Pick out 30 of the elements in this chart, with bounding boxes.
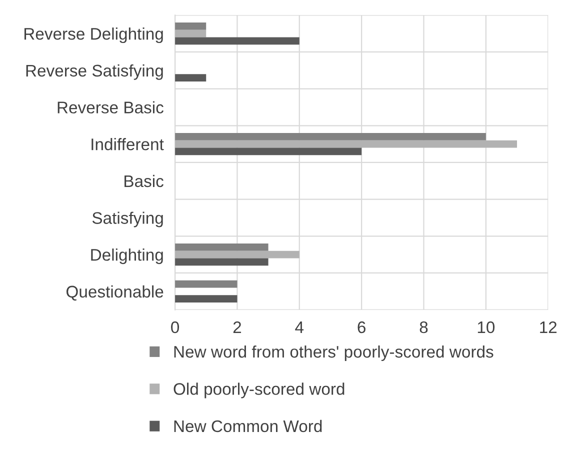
- x-tick-label: 6: [358, 321, 366, 334]
- y-tick-label: Reverse Basic: [58, 101, 164, 114]
- bar: [175, 74, 206, 82]
- y-tick-label: Delighting: [91, 248, 163, 264]
- bar: [175, 258, 268, 266]
- bar: [175, 280, 238, 288]
- bar: [175, 30, 206, 38]
- y-tick-label: Indifferent: [92, 138, 164, 150]
- bar: [175, 22, 206, 30]
- x-tick-label: 2: [233, 321, 242, 334]
- x-tick-label: 8: [420, 321, 428, 334]
- legend-label: Old poorly-scored word: [174, 382, 344, 398]
- legend-label: New Common Word: [174, 420, 322, 432]
- x-tick-label: 12: [540, 321, 557, 334]
- x-tick-label: 0: [171, 321, 180, 334]
- bar: [175, 37, 300, 45]
- y-tick-label: Reverse Satisfying: [26, 64, 163, 80]
- x-tick-label: 4: [295, 322, 304, 334]
- y-tick-label: Satisfying: [92, 212, 163, 228]
- legend-label: New word from others' poorly-scored words: [174, 345, 494, 362]
- bar: [175, 295, 238, 302]
- bar: [175, 140, 518, 148]
- x-tick-label: 10: [478, 321, 495, 334]
- y-tick-label: Basic: [124, 174, 164, 188]
- y-tick-label: Reverse Delighting: [24, 28, 163, 44]
- bar: [175, 148, 362, 156]
- bar: [175, 250, 300, 258]
- bar: [175, 133, 486, 140]
- bar: [175, 244, 268, 251]
- y-tick-label: Questionable: [66, 285, 164, 301]
